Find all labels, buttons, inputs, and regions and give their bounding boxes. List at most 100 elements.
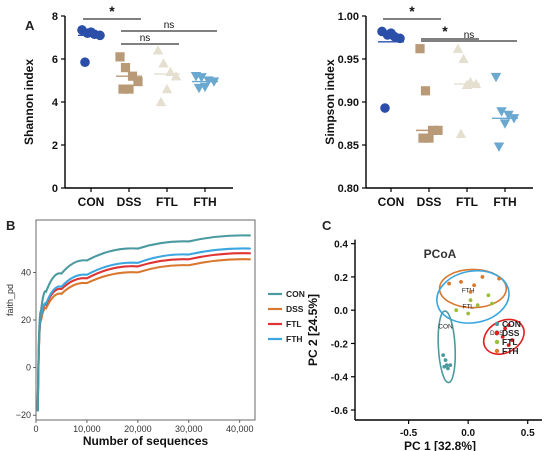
y-axis-title: Shannon index <box>22 59 36 145</box>
panel-letter: B <box>6 218 15 233</box>
y-axis-title: Simpson index <box>323 59 337 145</box>
significance-label: * <box>442 23 448 39</box>
pcoa-point <box>480 275 485 279</box>
ellipse-label: CON <box>438 323 453 330</box>
ellipse-label: FTH <box>462 288 475 295</box>
x-category-label: DSS <box>417 195 442 209</box>
significance-label: ns <box>464 30 475 41</box>
chart-title: PCoA <box>424 247 457 261</box>
panel-letter: A <box>25 18 35 33</box>
data-point <box>158 58 169 68</box>
pcoa-point <box>500 334 505 339</box>
y-tick-label: -0.4 <box>331 373 349 384</box>
data-point <box>493 142 505 152</box>
legend-dot <box>494 348 500 354</box>
pcoa-point <box>448 363 453 367</box>
x-tick-label: 0.5 <box>521 428 535 439</box>
data-point <box>386 28 396 38</box>
pcoa-point <box>510 338 515 343</box>
data-point <box>124 84 134 94</box>
data-point <box>161 83 173 94</box>
y-tick-label: 8 <box>52 11 58 23</box>
data-point <box>193 83 205 94</box>
data-point <box>496 107 507 117</box>
y-tick-label: 1.00 <box>338 11 359 23</box>
data-point <box>420 86 431 96</box>
y-tick-label: 6 <box>52 54 58 66</box>
x-tick-label: 40,000 <box>226 424 254 434</box>
data-point <box>458 53 469 64</box>
pcoa-point <box>503 326 507 331</box>
x-tick-label: 0 <box>33 424 38 434</box>
y-tick-label: 0.2 <box>334 273 348 284</box>
x-category-label: DSS <box>117 195 142 209</box>
data-point <box>196 73 207 83</box>
x-axis-title: Number of sequences <box>83 434 209 448</box>
data-point <box>503 110 514 121</box>
y-tick-label: −20 <box>16 410 31 420</box>
data-point <box>118 84 128 94</box>
rarefaction-line <box>36 247 251 412</box>
data-point <box>499 119 511 129</box>
significance-label: * <box>109 3 115 19</box>
y-tick-label: 0.4 <box>334 240 348 251</box>
legend-dot <box>494 321 500 327</box>
significance-label: ns <box>164 20 175 31</box>
pcoa-point <box>506 343 511 348</box>
y-tick-label: 0 <box>52 183 58 195</box>
y-tick-label: 40 <box>21 267 31 277</box>
y-tick-label: 0.80 <box>338 183 359 195</box>
pcoa-point <box>506 323 511 328</box>
data-point <box>380 103 390 113</box>
pcoa-point <box>446 366 450 371</box>
pcoa-point <box>466 311 471 316</box>
x-category-label: FTH <box>493 195 516 209</box>
data-point <box>455 128 467 138</box>
pcoa-point <box>475 303 480 308</box>
legend-label: DSS <box>286 304 304 314</box>
data-point <box>152 45 164 55</box>
y-axis-title: faith_pd <box>5 284 15 316</box>
ellipse-label: FTL <box>462 304 474 311</box>
data-point <box>155 96 167 107</box>
group-ellipse <box>436 269 510 324</box>
x-category-label: FTL <box>156 195 178 209</box>
pcoa-point <box>468 298 473 303</box>
y-tick-label: 20 <box>21 315 31 325</box>
y-tick-label: 0 <box>26 363 31 373</box>
rarefaction-line <box>36 234 251 412</box>
data-point <box>452 43 464 53</box>
x-tick-label: 30,000 <box>175 424 203 434</box>
pcoa-point <box>486 293 491 298</box>
y-tick-label: 0.90 <box>338 97 359 109</box>
x-category-label: FTH <box>193 195 216 209</box>
pcoa-point <box>441 353 446 358</box>
legend-label: FTH <box>286 334 303 344</box>
data-point <box>170 71 182 81</box>
legend-label: FTL <box>502 337 518 347</box>
simpson-panel: 0.80 0.85 0.90 0.95 1.00 CON DSS FTL FTH Simpson … <box>323 3 533 209</box>
data-point <box>86 27 96 37</box>
legend-label: CON <box>286 289 305 299</box>
x-tick-label: 0.0 <box>461 428 475 439</box>
significance-label: ns <box>140 33 151 44</box>
data-point <box>120 63 131 73</box>
x-tick-label: -0.5 <box>400 428 418 439</box>
y-tick-label: 0.85 <box>338 140 359 152</box>
x-axis-title: PC 1 [32.8%] <box>404 439 476 451</box>
rarefaction-line <box>36 252 251 412</box>
data-point <box>395 33 405 44</box>
shannon-panel: A 0 2 4 6 8 CON DSS FTL FTH Shannon index * ns ns <box>22 3 233 209</box>
y-tick-label: -0.6 <box>331 406 349 417</box>
significance-label: * <box>409 3 415 19</box>
x-category-label: CON <box>78 195 105 209</box>
pcoa-point <box>497 276 502 281</box>
y-tick-label: 0.95 <box>338 54 359 66</box>
group-ellipse <box>437 310 457 384</box>
data-point <box>133 76 143 87</box>
pcoa-point <box>454 308 459 313</box>
data-point <box>80 57 90 68</box>
y-tick-label: 2 <box>52 140 58 152</box>
y-tick-label: -0.2 <box>331 339 349 350</box>
